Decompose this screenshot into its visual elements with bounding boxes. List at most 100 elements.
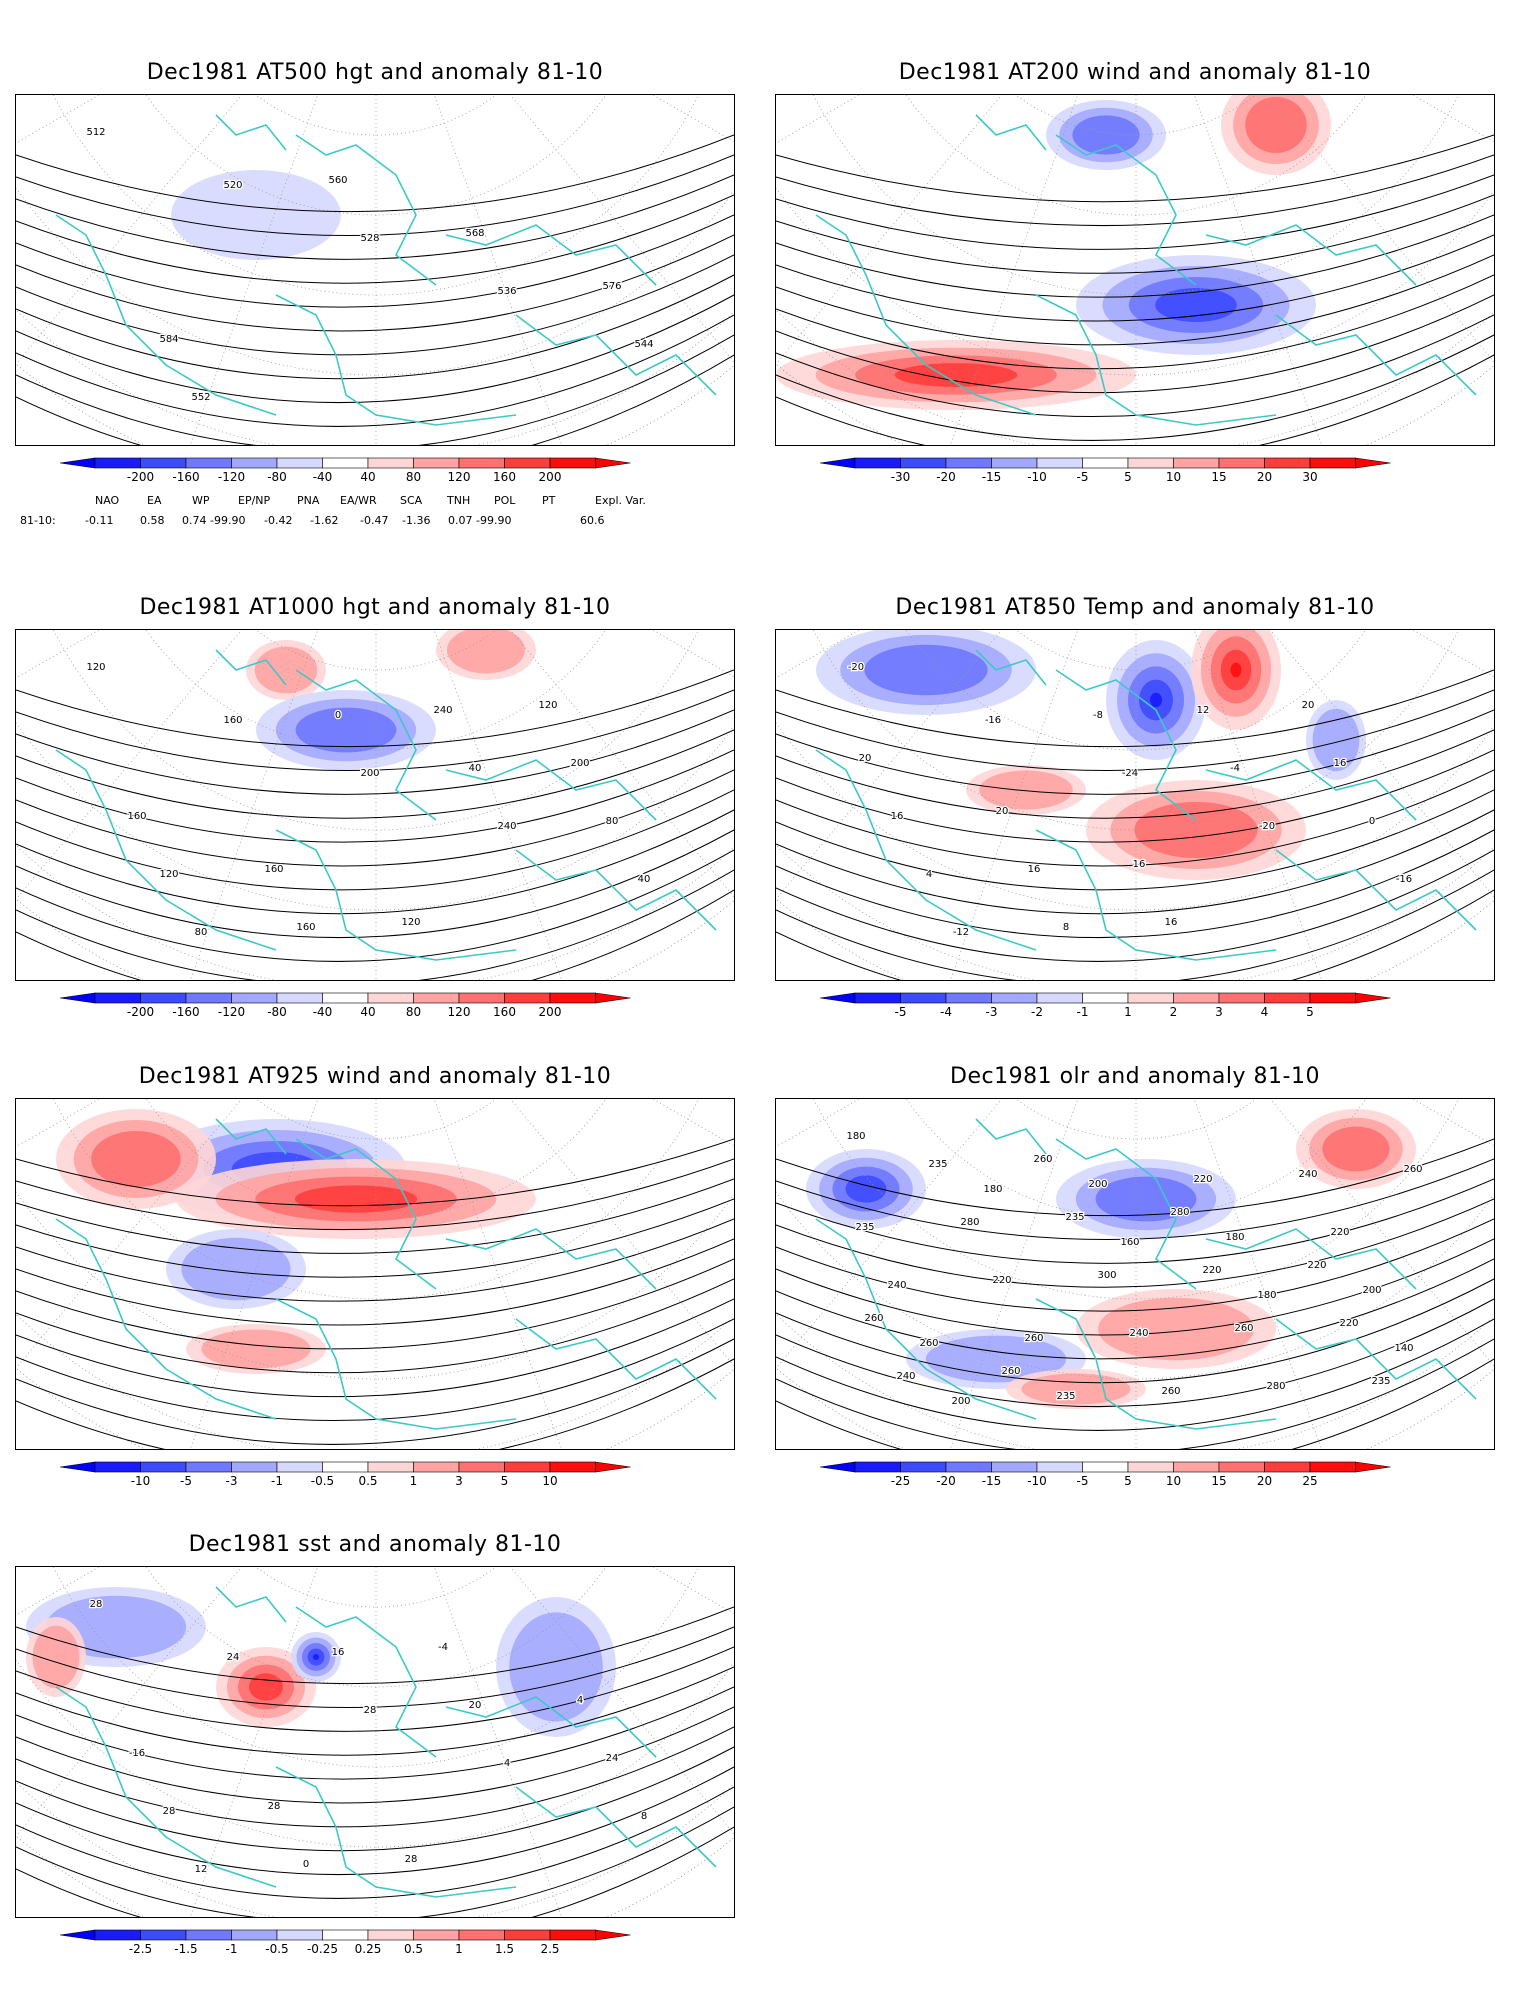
colorbar-tick-label: 5 [1306,1005,1314,1019]
contour-line [16,1806,734,1917]
contour-line [16,709,734,795]
colorbar-segment [185,1461,232,1473]
colorbar-segment [1218,992,1265,1004]
colorbar-tick-label: -4 [940,1005,952,1019]
colorbar-segment [900,1461,947,1473]
contour-label: 20 [996,806,1009,817]
contour-label: 240 [896,1371,915,1382]
contour-label: 24 [227,1652,240,1663]
anomaly-shading [294,1185,418,1213]
colorbar-tick-label: -15 [982,470,1002,484]
contour-label: 560 [328,175,347,186]
colorbar-segment [1127,1461,1174,1473]
colorbar: -30 -20 -15 -10 -5 5 10 15 20 30 [820,457,1391,484]
contour-line [776,1178,1494,1264]
contour-label: 120 [159,869,178,880]
contour-label: 140 [1394,1343,1413,1354]
contour-line [16,194,734,284]
contour-line [776,829,1494,938]
contour-label: 280 [1170,1207,1189,1218]
anomaly-shading [295,707,397,753]
colorbar-tick-label: 30 [1302,470,1317,484]
contour-line [16,294,734,403]
colorbar-segment [276,992,323,1004]
colorbar: -10 -5 -3 -1 -0.5 0.5 1 3 5 10 [60,1461,631,1488]
coastline [515,314,717,396]
colorbar-tick-label: 40 [360,1005,375,1019]
contour-label: 520 [223,180,242,191]
colorbar-segment [322,1929,369,1941]
anomaly-shading [1322,1126,1390,1172]
contour-line [16,1358,734,1449]
map-frame [15,1098,735,1450]
contour-line [776,709,1494,795]
contour-label: 200 [360,768,379,779]
coastline [1275,1318,1477,1400]
contour-line [776,1258,1494,1360]
colorbar-tick-label: -2.5 [129,1942,152,1956]
colorbar-tick-label: 80 [406,470,421,484]
coastline [1035,829,1277,961]
colorbar-tick-label: 0.25 [355,1942,382,1956]
colorbar-tick-label: -5 [1077,1474,1089,1488]
index-header: NAO [95,494,120,507]
coastline [1205,759,1417,821]
contour-label: 160 [127,811,146,822]
colorbar-segment [367,992,414,1004]
index-value: -0.11 [85,514,114,527]
colorbar-tick-label: 160 [493,1005,516,1019]
colorbar-segment [945,992,992,1004]
colorbar-segment [322,992,369,1004]
contour-label: 16 [1334,758,1347,769]
contour-label: -16 [985,715,1001,726]
contour-line [16,1158,734,1231]
contour-line [16,889,734,980]
colorbar-segment [276,457,323,469]
anomaly-shading [91,1131,181,1187]
contour-label: 28 [90,1599,103,1610]
contour-line [776,749,1494,843]
contour-line [16,334,734,445]
colorbar-tick-label: -25 [891,1474,911,1488]
map-frame: 28 24 28 4 8 12 16 20 24 28 0 -4 4 -16 28 28 [15,1566,735,1918]
colorbar-tick-label: -120 [218,470,245,484]
index-header: PNA [297,494,320,507]
panel-title: Dec1981 AT925 wind and anomaly 81-10 [138,1064,612,1089]
contour-label: 235 [855,1222,874,1233]
colorbar-tick-label: -40 [313,470,333,484]
colorbar-tick-label: -200 [127,470,154,484]
contour-line [776,809,1494,915]
colorbar-tick-label: -1.5 [174,1942,197,1956]
contour-label: 300 [1097,1270,1116,1281]
colorbar-segment [504,1929,551,1941]
colorbar-segment [413,1929,460,1941]
colorbar-segment [945,1461,992,1473]
contour-label: 200 [1088,1179,1107,1190]
index-header: Expl. Var. [595,494,646,507]
colorbar: -200 -160 -120 -80 -40 40 80 120 160 200 [60,457,631,484]
colorbar-tick-label: -40 [313,1005,333,1019]
colorbar-tick-label: -5 [1077,470,1089,484]
colorbar-tick-label: -20 [936,1474,956,1488]
colorbar-segment [94,992,141,1004]
index-value: -0.47 [360,514,389,527]
meridian-line [949,95,1079,445]
contour-label: 200 [1362,1285,1381,1296]
colorbar-segment [1082,457,1129,469]
contour-label: 220 [1193,1174,1212,1185]
contour-label: 16 [332,1647,345,1658]
contour-label: 4 [926,869,932,880]
colorbar-tick-label: 10 [1166,1474,1181,1488]
contour-line [776,354,1494,445]
colorbar-tick-label: 80 [406,1005,421,1019]
contour-label: -16 [1396,874,1412,885]
colorbar-segment [1264,457,1311,469]
colorbar-arrow-left [60,1461,96,1473]
contour-label: 0 [303,1859,309,1870]
colorbar-tick-label: -10 [1027,470,1047,484]
colorbar-segment [854,992,901,1004]
colorbar-tick-label: -0.5 [311,1474,334,1488]
contour-line [776,669,1494,748]
coastline [295,669,437,821]
colorbar-arrow-right [1355,1461,1391,1473]
